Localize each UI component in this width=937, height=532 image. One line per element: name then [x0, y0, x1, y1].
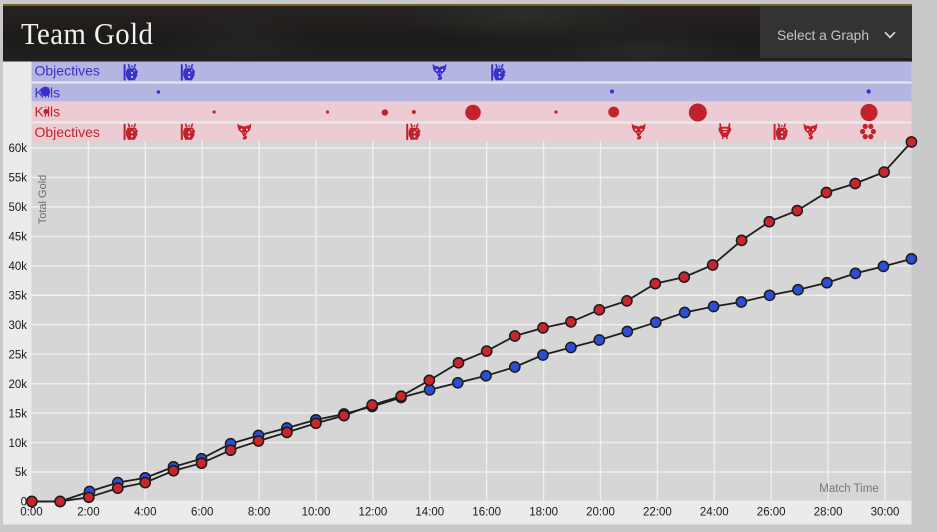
- svg-text:45k: 45k: [8, 232, 27, 244]
- svg-text:14:00: 14:00: [415, 507, 444, 519]
- svg-text:Objectives: Objectives: [35, 63, 100, 79]
- svg-text:0: 0: [21, 497, 27, 509]
- svg-text:18:00: 18:00: [529, 507, 558, 519]
- svg-text:0:00: 0:00: [20, 507, 42, 519]
- svg-text:Match Time: Match Time: [819, 483, 878, 495]
- svg-text:20:00: 20:00: [586, 507, 615, 519]
- svg-text:6:00: 6:00: [191, 507, 213, 519]
- svg-text:20k: 20k: [8, 379, 27, 391]
- svg-text:5k: 5k: [15, 467, 27, 479]
- svg-text:10:00: 10:00: [302, 507, 331, 519]
- svg-text:15k: 15k: [8, 408, 27, 420]
- svg-text:50k: 50k: [8, 202, 27, 214]
- svg-text:4:00: 4:00: [134, 507, 156, 519]
- svg-text:30:00: 30:00: [871, 507, 900, 519]
- svg-text:28:00: 28:00: [814, 507, 843, 519]
- svg-text:26:00: 26:00: [757, 507, 786, 519]
- svg-text:Objectives: Objectives: [35, 124, 100, 140]
- svg-text:30k: 30k: [8, 320, 27, 332]
- svg-text:35k: 35k: [8, 291, 27, 303]
- svg-text:2:00: 2:00: [77, 507, 99, 519]
- svg-text:22:00: 22:00: [643, 507, 672, 519]
- svg-text:55k: 55k: [8, 173, 27, 185]
- svg-text:10k: 10k: [8, 438, 27, 450]
- svg-text:12:00: 12:00: [359, 507, 388, 519]
- svg-text:16:00: 16:00: [472, 507, 501, 519]
- svg-text:40k: 40k: [8, 261, 27, 273]
- svg-text:Total Gold: Total Gold: [37, 175, 49, 225]
- svg-text:60k: 60k: [8, 143, 27, 155]
- svg-text:24:00: 24:00: [700, 507, 729, 519]
- svg-text:25k: 25k: [8, 349, 27, 361]
- svg-text:8:00: 8:00: [248, 507, 270, 519]
